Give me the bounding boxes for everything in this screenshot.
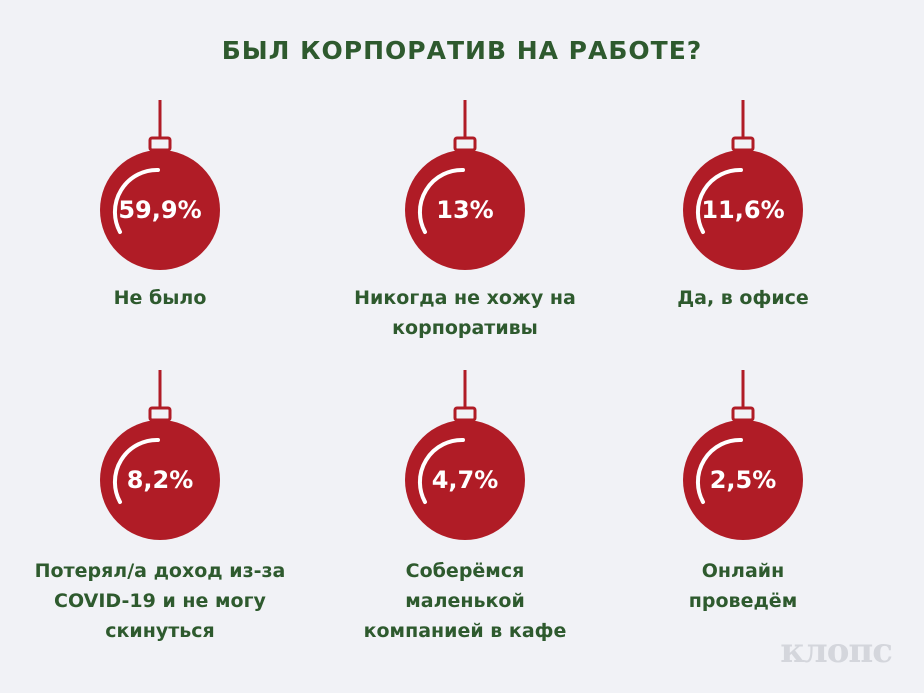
category-label: Онлайн проведём	[593, 556, 893, 616]
ball-cap	[731, 136, 755, 152]
ball-cap	[453, 136, 477, 152]
category-label: Да, в офисе	[593, 283, 893, 313]
ball-highlight	[112, 437, 160, 504]
category-label-line: COVID-19 и не могу	[54, 590, 266, 612]
value-label: 2,5%	[709, 466, 777, 494]
value-label: 11,6%	[701, 196, 785, 224]
value-label: 8,2%	[126, 466, 194, 494]
ball-cap	[453, 406, 477, 422]
christmas-ball-icon	[683, 100, 803, 270]
ornament-5: 4,7%	[345, 370, 585, 630]
ornament-1: 59,9%	[40, 100, 280, 360]
category-label-line: компанией в кафе	[363, 620, 567, 642]
category-label-line: Не было	[113, 287, 207, 309]
klops-logo: клопс	[780, 631, 893, 671]
page-title: БЫЛ КОРПОРАТИВ НА РАБОТЕ?	[221, 36, 703, 65]
value-label: 59,9%	[118, 196, 202, 224]
category-label-line: проведём	[688, 590, 798, 612]
ball-highlight	[417, 437, 465, 504]
christmas-ball-icon	[405, 100, 525, 270]
category-label-line: маленькой	[405, 590, 525, 612]
christmas-ball-icon	[683, 370, 803, 540]
ball-cap	[148, 136, 172, 152]
ornament-4: 8,2%	[40, 370, 280, 630]
ornament-6: 2,5%	[623, 370, 863, 630]
category-label-line: Соберёмся	[405, 560, 525, 582]
ball-highlight	[695, 167, 743, 234]
ball-cap	[148, 406, 172, 422]
category-label-line: скинуться	[105, 620, 215, 642]
ornament-2: 13%	[345, 100, 585, 360]
ball-highlight	[695, 437, 743, 504]
category-label-line: Онлайн	[701, 560, 785, 582]
category-label: Соберёмся маленькой компанией в кафе	[315, 556, 615, 646]
christmas-ball-icon	[100, 100, 220, 270]
category-label-line: Никогда не хожу на	[354, 287, 576, 309]
christmas-ball-icon	[405, 370, 525, 540]
category-label: Потерял/а доход из-за COVID-19 и не могу с…	[10, 556, 310, 646]
value-label: 4,7%	[431, 466, 499, 494]
value-label: 13%	[436, 196, 494, 224]
category-label-line: Да, в офисе	[677, 287, 809, 309]
christmas-ball-icon	[100, 370, 220, 540]
category-label-line: корпоративы	[392, 317, 538, 339]
category-label: Никогда не хожу на корпоративы	[315, 283, 615, 343]
category-label: Не было	[10, 283, 310, 313]
ball-highlight	[417, 167, 465, 234]
ornament-3: 11,6%	[623, 100, 863, 360]
ball-cap	[731, 406, 755, 422]
category-label-line: Потерял/а доход из-за	[34, 560, 286, 582]
ball-highlight	[112, 167, 160, 234]
